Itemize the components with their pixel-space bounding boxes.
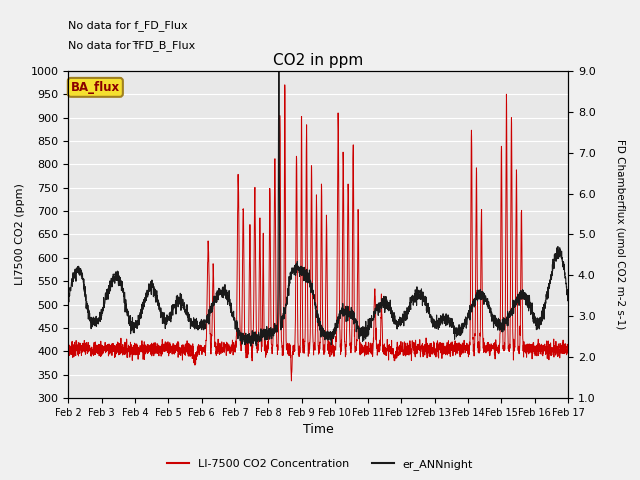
X-axis label: Time: Time — [303, 423, 333, 436]
Y-axis label: LI7500 CO2 (ppm): LI7500 CO2 (ppm) — [15, 183, 25, 286]
Legend: LI-7500 CO2 Concentration, er_ANNnight: LI-7500 CO2 Concentration, er_ANNnight — [163, 455, 477, 474]
Text: No data for f̅FD̅_B_Flux: No data for f̅FD̅_B_Flux — [68, 40, 196, 51]
Y-axis label: FD Chamberflux (umol CO2 m-2 s-1): FD Chamberflux (umol CO2 m-2 s-1) — [615, 139, 625, 330]
Text: BA_flux: BA_flux — [71, 81, 120, 94]
Title: CO2 in ppm: CO2 in ppm — [273, 53, 364, 69]
Text: No data for f_FD_Flux: No data for f_FD_Flux — [68, 21, 188, 32]
